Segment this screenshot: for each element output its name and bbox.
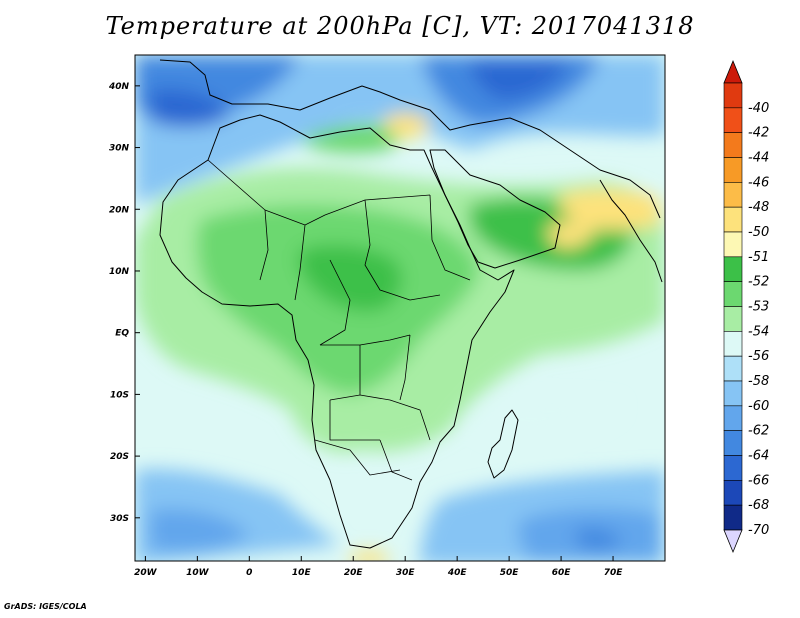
lat-tick-label: 20S [110, 452, 129, 462]
colorbar-swatch [723, 231, 743, 258]
colorbar-label: -58 [748, 374, 769, 389]
lat-tick-label: 30N [109, 144, 130, 154]
lat-tick-label: EQ [115, 329, 129, 339]
colorbar-swatch [723, 306, 743, 332]
colorbar-swatch [723, 380, 743, 407]
map-title: Temperature at 200hPa [C], VT: 201704131… [105, 12, 695, 40]
map-outlines [159, 59, 663, 549]
colorbar-label: -44 [748, 151, 769, 166]
colorbar-label: -40 [748, 101, 769, 116]
lon-tick-label: 60E [552, 568, 572, 578]
europe-coast [159, 59, 661, 219]
axis-ticks: 20W 10W 0 10E 20E 30E 40E 50E 60E 70E 40N 30N 20N 10N… [108, 82, 623, 578]
lat-tick-label: 30S [110, 514, 129, 524]
lat-tick-label: 10S [110, 390, 129, 400]
lat-tick-label: 10N [109, 267, 130, 277]
lat-tick-label: 20N [109, 205, 130, 215]
colorbar-label: -68 [748, 498, 769, 513]
colorbar-label: -46 [748, 175, 769, 190]
colorbar-label: -60 [748, 399, 769, 414]
africa-coastline [159, 114, 515, 549]
lon-tick-label: 20W [134, 568, 158, 578]
colorbar-bottom-arrow [723, 529, 743, 554]
colorbar-label: -54 [748, 324, 769, 339]
arabian-peninsula [429, 149, 561, 269]
lon-tick-label: 30E [396, 568, 416, 578]
colorbar: -40 -42 -44 -46 -48 -50 -51 -52 -53 -54 -56 -58 -60 -… [723, 59, 769, 554]
colorbar-swatch [723, 430, 743, 456]
colorbar-swatch [723, 281, 743, 307]
colorbar-swatch [723, 82, 743, 109]
colorbar-label: -51 [748, 250, 769, 265]
colorbar-label: -50 [748, 225, 769, 240]
lon-tick-label: 10W [186, 568, 210, 578]
colorbar-top-arrow [723, 59, 743, 84]
colorbar-swatch [723, 206, 743, 233]
lon-tick-label: 0 [246, 568, 252, 578]
lon-tick-label: 70E [604, 568, 624, 578]
colorbar-swatch [723, 132, 743, 158]
colorbar-swatch [723, 455, 743, 481]
colorbar-label: -56 [748, 349, 769, 364]
colorbar-swatch [723, 331, 743, 357]
india-coast [599, 179, 663, 283]
plot-frame [134, 54, 666, 562]
colorbar-swatch [723, 182, 743, 208]
colorbar-swatch [723, 355, 743, 382]
colorbar-label: -53 [748, 300, 769, 315]
madagascar [487, 409, 519, 479]
colorbar-swatch [723, 107, 743, 133]
lon-tick-label: 40E [447, 568, 468, 578]
temperature-field [135, 55, 665, 561]
colorbar-swatch [723, 480, 743, 506]
footer-credit: GrADS: IGES/COLA [4, 602, 87, 611]
colorbar-label: -66 [748, 473, 769, 488]
colorbar-label: -70 [748, 523, 769, 538]
colorbar-label: -48 [748, 200, 769, 215]
colorbar-label: -42 [748, 126, 769, 141]
colorbar-swatch [723, 157, 743, 183]
lon-tick-label: 50E [500, 568, 520, 578]
colorbar-label: -62 [748, 424, 769, 439]
internal-borders [207, 159, 471, 481]
colorbar-label: -52 [748, 275, 769, 290]
colorbar-swatch [723, 256, 743, 282]
lon-tick-label: 20E [344, 568, 364, 578]
lon-tick-label: 10E [292, 568, 312, 578]
lat-tick-label: 40N [108, 82, 130, 92]
colorbar-swatch [723, 504, 743, 531]
colorbar-label: -64 [748, 449, 769, 464]
colorbar-swatch [723, 405, 743, 431]
